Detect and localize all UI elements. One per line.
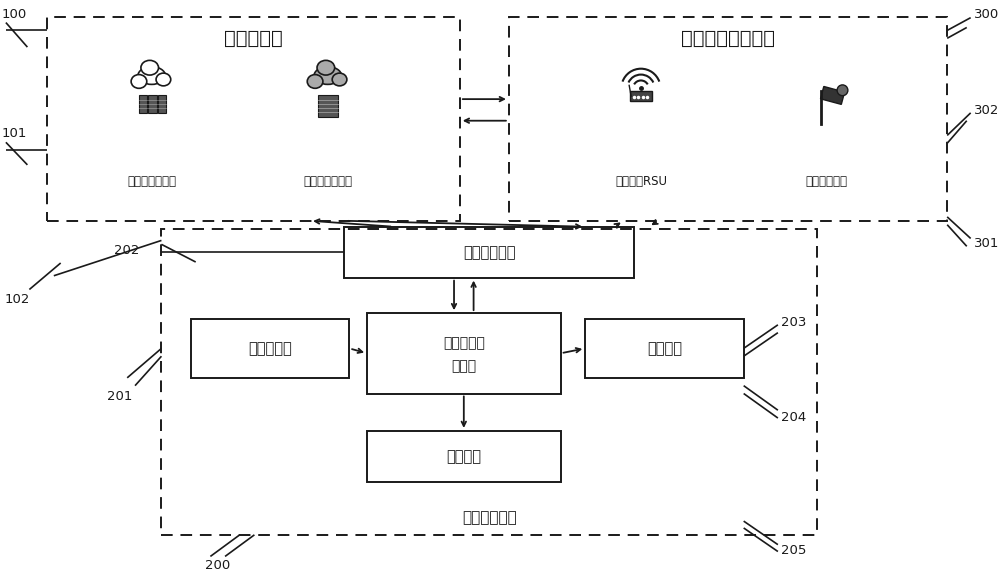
Ellipse shape [332,73,347,86]
Bar [585,319,744,378]
Text: 202: 202 [114,244,139,257]
Bar [148,95,157,113]
Text: 路侧感知设备: 路侧感知设备 [806,175,848,188]
Text: 网络通讯模块: 网络通讯模块 [463,245,516,260]
Text: 204: 204 [781,411,806,423]
Text: 底盘域控制: 底盘域控制 [443,336,485,351]
Text: 205: 205 [781,544,806,557]
Text: 中心云计算平台: 中心云计算平台 [127,175,176,188]
Text: 203: 203 [781,316,806,329]
Bar [158,95,166,113]
Bar [344,227,634,278]
Bar [367,431,561,482]
Bar [367,313,561,394]
Bar [509,17,947,221]
Bar [318,95,338,117]
Ellipse shape [307,74,323,88]
Text: 传感器模块: 传感器模块 [248,341,292,356]
Bar [821,87,845,104]
Ellipse shape [314,66,341,84]
Text: 102: 102 [5,293,30,307]
Text: 智慧交通基础设施: 智慧交通基础设施 [681,29,775,48]
Ellipse shape [141,60,159,75]
Bar [630,91,652,101]
Text: 201: 201 [107,390,132,403]
Text: 路侧单元RSU: 路侧单元RSU [615,175,667,188]
Text: 302: 302 [974,104,999,117]
Text: 100: 100 [2,7,27,21]
Text: 301: 301 [974,237,999,250]
Text: 300: 300 [974,8,999,21]
Text: 101: 101 [2,127,27,140]
Ellipse shape [138,66,165,84]
Text: 器模块: 器模块 [451,359,476,373]
Text: 显示模块: 显示模块 [647,341,682,356]
Text: 边缘云计算平台: 边缘云计算平台 [303,175,352,188]
Text: 底盘控制终端: 底盘控制终端 [462,509,517,525]
Text: 200: 200 [205,559,230,572]
Text: 执行模块: 执行模块 [446,449,481,464]
Bar [139,95,147,113]
Ellipse shape [317,60,335,75]
Ellipse shape [131,74,147,88]
Circle shape [837,85,848,96]
Text: 云计算平台: 云计算平台 [224,29,283,48]
Ellipse shape [156,73,171,86]
Bar [47,17,460,221]
Bar [161,229,817,535]
Bar [191,319,349,378]
